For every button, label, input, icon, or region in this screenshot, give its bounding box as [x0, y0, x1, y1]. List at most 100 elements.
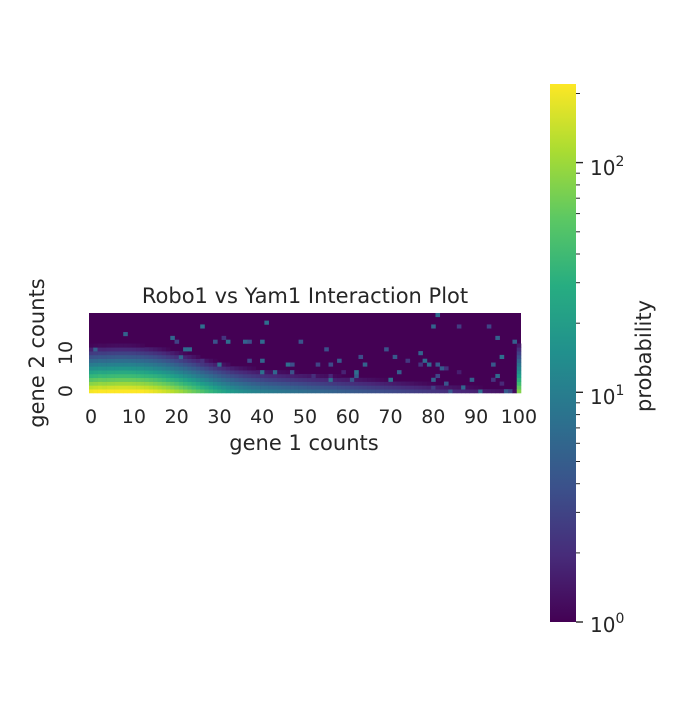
heatmap-cell — [114, 377, 120, 382]
heatmap-cell — [435, 362, 441, 367]
heatmap-cell — [140, 377, 145, 382]
heatmap-cell — [319, 381, 325, 386]
heatmap-cell — [157, 385, 163, 390]
heatmap-cell — [148, 385, 154, 390]
heatmap-cell — [213, 381, 218, 386]
heatmap-cell — [281, 373, 287, 379]
heatmap-cell — [93, 389, 98, 394]
heatmap-cell — [242, 377, 248, 382]
heatmap-cell — [170, 377, 175, 382]
heatmap-cell — [127, 377, 133, 382]
heatmap-cell — [328, 362, 334, 367]
heatmap-cell — [435, 389, 441, 394]
heatmap-cell — [516, 389, 522, 394]
heatmap-cell — [332, 381, 338, 386]
heatmap-cell — [315, 362, 321, 367]
heatmap-cell — [157, 381, 163, 386]
heatmap-cell — [93, 358, 98, 363]
heatmap-cell — [418, 381, 423, 386]
heatmap-cell — [144, 358, 150, 363]
heatmap-cell — [311, 377, 316, 382]
heatmap-cell — [345, 377, 351, 382]
heatmap-cell — [114, 370, 120, 375]
heatmap-cell — [290, 370, 295, 375]
heatmap-cell — [242, 373, 248, 379]
heatmap-cell — [414, 389, 419, 394]
heatmap-cell — [337, 373, 342, 379]
heatmap-cell — [362, 362, 368, 367]
heatmap-cell — [307, 373, 312, 379]
heatmap-cell — [213, 385, 218, 390]
heatmap-cell — [200, 377, 205, 382]
heatmap-cell — [200, 389, 205, 394]
heatmap-cell — [110, 370, 115, 375]
heatmap-cell — [148, 362, 154, 367]
heatmap-cell — [153, 389, 158, 394]
heatmap-cell — [469, 385, 475, 390]
heatmap-cell — [170, 362, 175, 367]
heatmap-cell — [208, 377, 214, 382]
heatmap-cell — [221, 362, 227, 367]
heatmap-cell — [230, 366, 235, 371]
heatmap-cell — [161, 351, 167, 356]
heatmap-cell — [118, 347, 124, 352]
heatmap-cell — [127, 373, 133, 379]
heatmap-cell — [114, 351, 120, 356]
heatmap-cell — [174, 377, 180, 382]
heatmap-cell — [349, 385, 355, 390]
heatmap-cell — [93, 347, 98, 352]
heatmap-cell — [354, 373, 359, 379]
heatmap-cell — [491, 362, 496, 367]
heatmap-cell — [170, 366, 175, 371]
heatmap-cell — [277, 381, 282, 386]
heatmap-cell — [379, 385, 385, 390]
heatmap-cell — [213, 389, 218, 394]
heatmap-cell — [272, 385, 278, 390]
heatmap-cell — [195, 358, 201, 363]
heatmap-cell — [242, 366, 248, 371]
heatmap-cell — [247, 389, 252, 394]
heatmap-cell — [495, 335, 500, 340]
heatmap-cell — [144, 377, 150, 382]
heatmap-cell — [131, 366, 137, 371]
heatmap-cell — [358, 389, 364, 394]
heatmap-cell — [221, 381, 227, 386]
heatmap-cell — [101, 366, 107, 371]
heatmap-cell — [136, 343, 141, 348]
heatmap-cell — [131, 377, 137, 382]
heatmap-cell — [148, 373, 154, 379]
heatmap-cell — [516, 377, 522, 382]
heatmap-cell — [238, 389, 244, 394]
heatmap-cell — [118, 351, 124, 356]
heatmap-cell — [337, 381, 342, 386]
heatmap-cell — [213, 362, 218, 367]
heatmap-cell — [251, 370, 257, 375]
heatmap-cell — [328, 377, 334, 382]
heatmap-cell — [217, 389, 222, 394]
heatmap-cell — [140, 343, 145, 348]
x-tick-label: 10 — [122, 406, 146, 428]
x-tick-label: 90 — [464, 406, 488, 428]
heatmap-cell — [131, 373, 137, 379]
heatmap-cell — [140, 366, 145, 371]
heatmap-cell — [127, 358, 133, 363]
heatmap-cell — [311, 373, 316, 379]
heatmap-cell — [174, 381, 180, 386]
heatmap-cell — [187, 354, 192, 360]
heatmap-cell — [298, 381, 304, 386]
heatmap-cell — [426, 381, 432, 386]
heatmap-cell — [178, 377, 184, 382]
heatmap-cell — [409, 381, 415, 386]
heatmap-cell — [277, 385, 282, 390]
heatmap-cell — [298, 385, 304, 390]
heatmap-cell — [230, 370, 235, 375]
heatmap-cell — [414, 385, 419, 390]
heatmap-cell — [170, 385, 175, 390]
heatmap-cell — [238, 377, 244, 382]
heatmap-cell — [221, 389, 227, 394]
heatmap-cell — [114, 354, 120, 360]
heatmap-cell — [431, 381, 436, 386]
heatmap-cell — [144, 373, 150, 379]
heatmap-cell — [123, 377, 128, 382]
